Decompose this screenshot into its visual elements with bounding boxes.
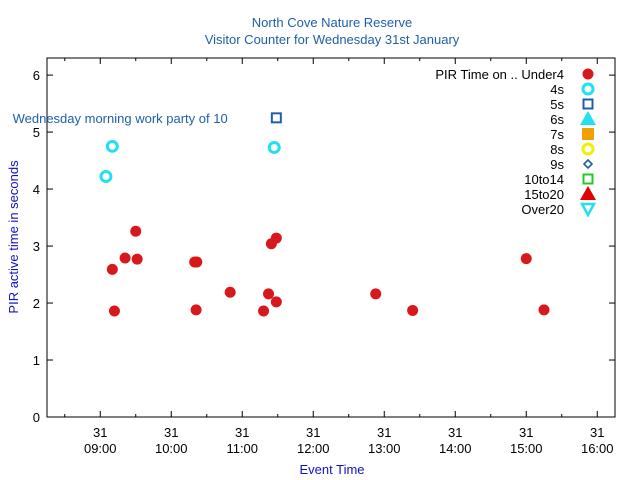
y-axis: 0 1 2 3 4 5 6 — [33, 68, 615, 425]
x-tick-day-label: 31 — [519, 425, 533, 440]
legend-label-under4: PIR Time on .. Under4 — [435, 67, 564, 82]
legend-label-8s: 8s — [550, 142, 564, 157]
legend-marker-under4 — [582, 68, 594, 80]
data-point-under4 — [130, 225, 142, 237]
data-point-under4 — [131, 253, 143, 265]
annotation-label: Wednesday morning work party of 10 — [13, 111, 228, 126]
x-tick-day-label: 31 — [377, 425, 391, 440]
legend-marker-over20 — [579, 202, 597, 218]
x-axis: 3109:003110:003111:003112:003113:003114:… — [64, 58, 614, 456]
data-point-under4 — [370, 288, 382, 300]
x-tick-day-label: 31 — [93, 425, 107, 440]
data-point-under4 — [270, 232, 282, 244]
plot-frame — [46, 57, 616, 418]
x-tick-time-label: 11:00 — [226, 441, 258, 456]
legend-marker-4s — [581, 82, 595, 96]
data-point-under4 — [538, 304, 550, 316]
annotations: Wednesday morning work party of 10 — [13, 111, 228, 126]
y-tick-label: 4 — [33, 182, 40, 197]
legend-label-10to14: 10to14 — [524, 172, 564, 187]
legend-label-9s: 9s — [550, 157, 564, 172]
chart-subtitle: Visitor Counter for Wednesday 31st Janua… — [205, 32, 460, 47]
data-point-under4 — [263, 288, 275, 300]
data-point-under4 — [108, 305, 120, 317]
chart-title: North Cove Nature Reserve — [252, 15, 412, 30]
data-point-under4 — [520, 253, 532, 265]
data-point-under4 — [224, 286, 236, 298]
data-point-4s — [267, 140, 281, 154]
x-tick-day-label: 31 — [306, 425, 320, 440]
x-tick-time-label: 09:00 — [84, 441, 117, 456]
legend-label-15to20: 15to20 — [524, 187, 564, 202]
legend-marker-7s — [582, 128, 594, 140]
x-tick-time-label: 10:00 — [155, 441, 188, 456]
legend-marker-8s — [581, 142, 595, 156]
legend-marker-5s — [582, 98, 594, 110]
legend-label-over20: Over20 — [521, 202, 564, 217]
y-tick-label: 0 — [33, 410, 40, 425]
data-point-under4 — [190, 304, 202, 316]
legend-label-5s: 5s — [550, 97, 564, 112]
legend-label-7s: 7s — [550, 127, 564, 142]
x-tick-day-label: 31 — [590, 425, 604, 440]
y-tick-label: 1 — [33, 353, 40, 368]
y-axis-label: PIR active time in seconds — [6, 160, 21, 314]
data-point-under4 — [407, 304, 419, 316]
x-tick-day-label: 31 — [448, 425, 462, 440]
data-point-4s — [105, 139, 119, 153]
x-tick-day-label: 31 — [164, 425, 178, 440]
x-tick-time-label: 14:00 — [439, 441, 472, 456]
legend-marker-10to14 — [582, 173, 594, 185]
data-point-5s — [270, 112, 282, 124]
data-point-under4 — [106, 263, 118, 275]
data-point-under4 — [258, 305, 270, 317]
data-point-under4 — [191, 256, 203, 268]
legend-marker-6s — [580, 111, 596, 125]
legend: PIR Time on .. Under44s5s6s7s8s9s10to141… — [435, 67, 597, 218]
data-point-4s — [99, 170, 113, 184]
y-tick-label: 6 — [33, 68, 40, 83]
x-tick-time-label: 13:00 — [368, 441, 401, 456]
y-tick-label: 3 — [33, 239, 40, 254]
legend-label-6s: 6s — [550, 112, 564, 127]
y-tick-label: 5 — [33, 125, 40, 140]
x-tick-day-label: 31 — [235, 425, 249, 440]
data-marks — [99, 112, 550, 317]
x-tick-time-label: 15:00 — [510, 441, 543, 456]
x-axis-label: Event Time — [299, 462, 364, 477]
legend-marker-9s — [582, 158, 594, 170]
legend-label-4s: 4s — [550, 82, 564, 97]
legend-marker-15to20 — [580, 186, 596, 200]
data-point-under4 — [270, 296, 282, 308]
x-tick-time-label: 12:00 — [297, 441, 330, 456]
y-tick-label: 2 — [33, 296, 40, 311]
data-point-under4 — [119, 252, 131, 264]
x-tick-time-label: 16:00 — [581, 441, 614, 456]
